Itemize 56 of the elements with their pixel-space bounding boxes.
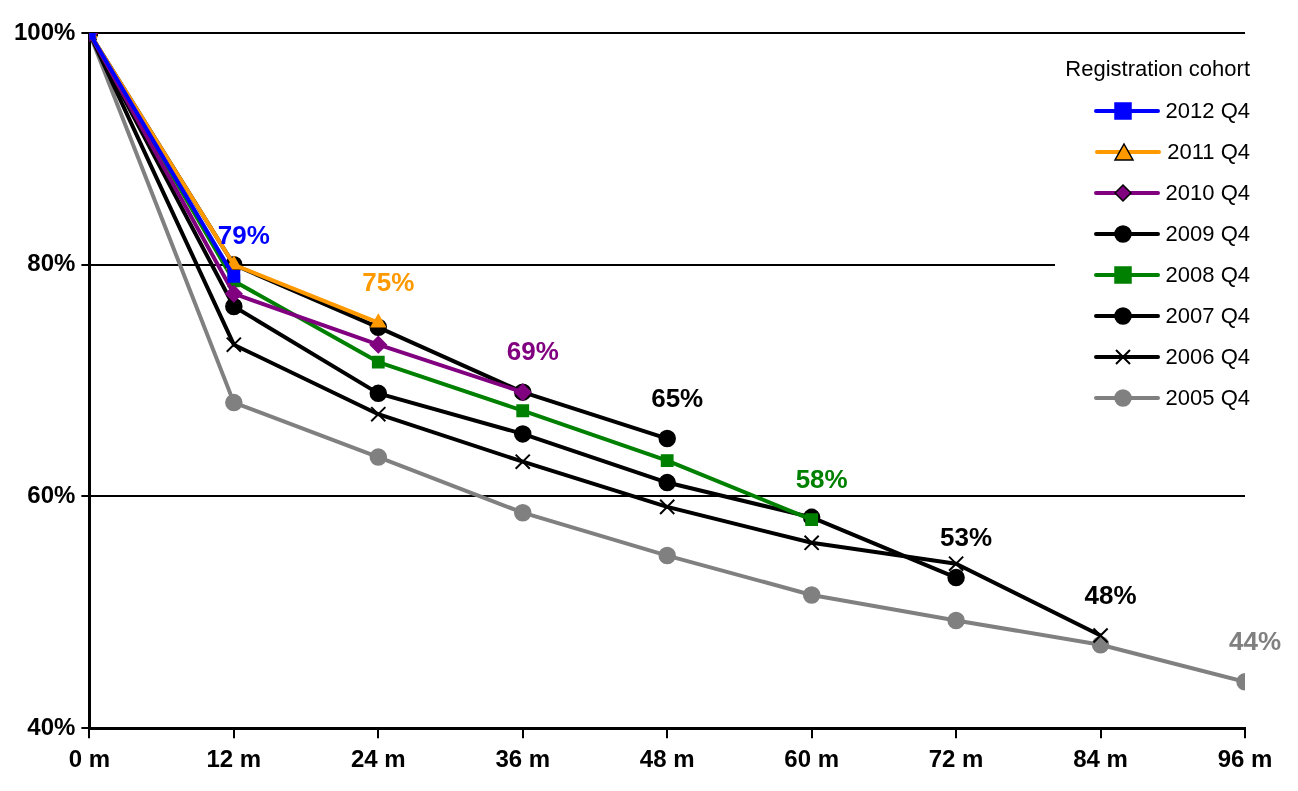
data-label: 75% — [362, 266, 415, 297]
point — [225, 284, 243, 303]
data-label: 65% — [651, 382, 704, 413]
point — [227, 269, 241, 283]
point — [802, 586, 821, 604]
point — [370, 406, 387, 423]
point — [803, 534, 820, 551]
point — [659, 498, 676, 515]
y-tick-label: 60% — [27, 481, 76, 509]
point — [947, 611, 965, 630]
point — [369, 448, 388, 466]
point — [369, 384, 388, 403]
point — [225, 393, 243, 412]
point — [658, 546, 676, 565]
x-tick-label: 48 m — [639, 745, 695, 773]
x-tick-label: 24 m — [350, 745, 406, 773]
data-label: 58% — [795, 463, 848, 494]
legend-label: 2008 Q4 — [1165, 261, 1250, 288]
x-tick-label: 12 m — [206, 745, 262, 773]
x-tick-label: 96 m — [1217, 745, 1273, 773]
point — [1092, 627, 1109, 644]
data-label: 44% — [1228, 626, 1282, 657]
point — [516, 404, 530, 418]
legend-label: 2011 Q4 — [1167, 138, 1250, 165]
point — [805, 513, 819, 527]
legend-label: 2005 Q4 — [1165, 384, 1250, 411]
legend-label: 2006 Q4 — [1165, 343, 1250, 370]
x-tick-label: 0 m — [68, 745, 111, 773]
point — [513, 503, 532, 522]
point — [658, 473, 676, 492]
legend-label: 2010 Q4 — [1165, 179, 1250, 206]
point — [371, 355, 385, 369]
x-tick-label: 84 m — [1073, 745, 1128, 773]
point — [947, 568, 965, 587]
data-label: 69% — [506, 336, 559, 367]
point — [948, 555, 965, 572]
legend-label: 2012 Q4 — [1165, 97, 1250, 124]
data-label: 79% — [217, 220, 270, 251]
point — [658, 429, 676, 448]
point — [369, 335, 388, 354]
x-tick-label: 60 m — [784, 745, 839, 773]
point — [513, 425, 532, 443]
point — [225, 297, 243, 316]
point — [225, 336, 242, 353]
legend-label: 2009 Q4 — [1165, 220, 1250, 247]
x-tick-label: 36 m — [495, 745, 551, 773]
data-label: 48% — [1084, 579, 1137, 610]
legend-label: 2007 Q4 — [1165, 302, 1250, 329]
y-tick-label: 80% — [27, 249, 76, 277]
y-tick-label: 40% — [27, 712, 76, 740]
point — [514, 453, 531, 470]
x-tick-label: 72 m — [928, 745, 984, 773]
data-label: 53% — [940, 521, 993, 552]
y-tick-label: 100% — [13, 17, 76, 45]
legend-title: Registration cohort — [1065, 56, 1250, 82]
point — [660, 454, 674, 467]
